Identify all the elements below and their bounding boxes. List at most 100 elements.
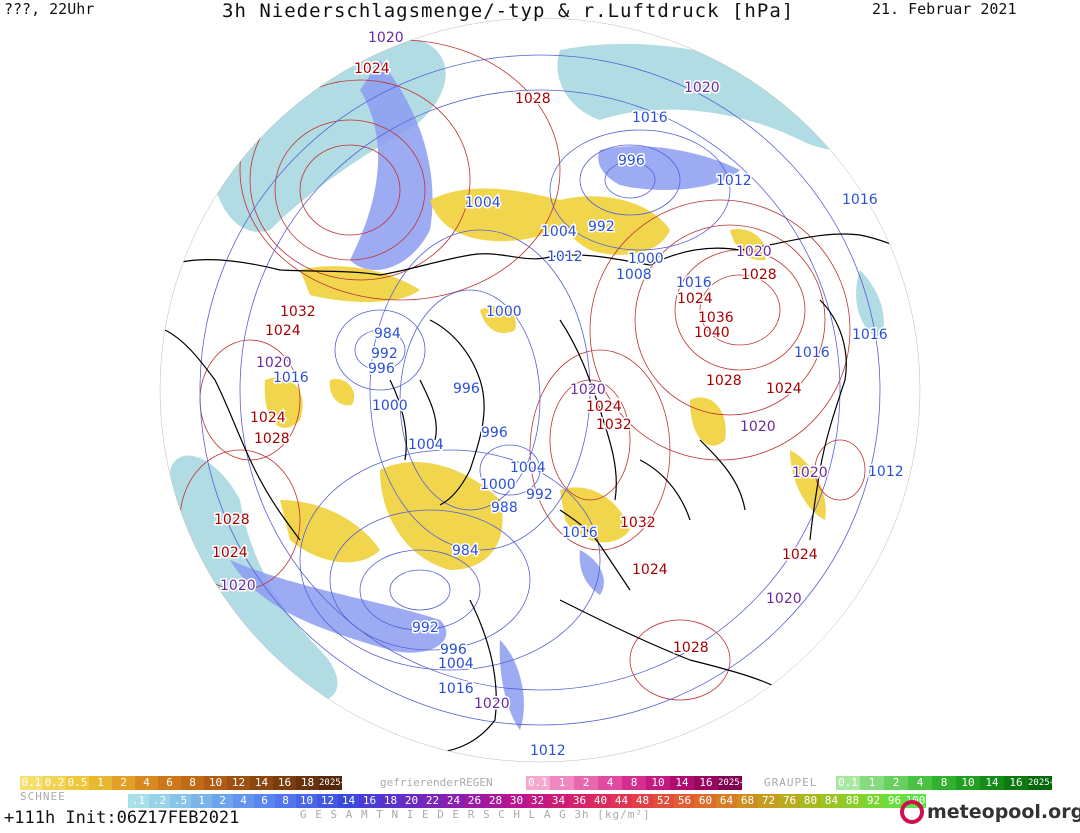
scale-swatch: 44 xyxy=(611,794,632,808)
scale-swatch: 8 xyxy=(275,794,296,808)
scale-swatch: 96 xyxy=(884,794,905,808)
scale-swatch: 32 xyxy=(527,794,548,808)
scale-swatch: 2 xyxy=(574,776,598,790)
isobar-label: 996 xyxy=(453,381,480,397)
isobar-label: 988 xyxy=(491,500,518,516)
scale-swatch: 14 xyxy=(250,776,273,790)
hemisphere-disk xyxy=(160,18,920,762)
isobar-label: 1020 xyxy=(570,382,606,398)
isobar-label: 1020 xyxy=(740,419,776,435)
isobar-label: 1016 xyxy=(676,275,712,291)
forecast-init: +111h Init:06Z17FEB2021 xyxy=(4,808,240,828)
scale-swatch: 1 xyxy=(191,794,212,808)
isobar-label: 1004 xyxy=(408,437,444,453)
scale-swatch: 14 xyxy=(338,794,359,808)
scale-swatch: 2 xyxy=(112,776,135,790)
header-date: 21. Februar 2021 xyxy=(872,0,1017,18)
isobar-label: 1016 xyxy=(273,370,309,386)
scale-swatch: 18 xyxy=(296,776,319,790)
isobar-label: 1020 xyxy=(368,30,404,46)
isobar-label: 1020 xyxy=(792,465,828,481)
logo-text: meteopool.org xyxy=(927,801,1080,823)
scale-swatch: 0.1 xyxy=(526,776,550,790)
scale-swatch: .5 xyxy=(170,794,191,808)
scale-swatch: 10 xyxy=(204,776,227,790)
isobar-label: 1020 xyxy=(736,244,772,260)
scale-swatch: 16 xyxy=(694,776,718,790)
isobar-label: 1028 xyxy=(673,640,709,656)
scale-swatch: 36 xyxy=(569,794,590,808)
scale-swatch: 2 xyxy=(884,776,908,790)
isobar-label: 1020 xyxy=(256,355,292,371)
scale-swatch: 0.1 xyxy=(836,776,860,790)
isobar-label: 1000 xyxy=(480,477,516,493)
scale-swatch: 2025+ xyxy=(319,776,347,790)
isobar-label: 1024 xyxy=(782,547,818,563)
isobar-label: 1000 xyxy=(486,304,522,320)
scale-swatch: 40 xyxy=(590,794,611,808)
snow-scale: 0.1 0.2 0.5 1 2 4 6 8 10 12 14 16 18 2025+ xyxy=(20,776,347,790)
scale-swatch: 12 xyxy=(317,794,338,808)
scale-swatch: 8 xyxy=(932,776,956,790)
isobar-label: 992 xyxy=(412,620,439,636)
scale-swatch: 22 xyxy=(422,794,443,808)
isobar-label: 992 xyxy=(371,346,398,362)
isobar-label: 1016 xyxy=(852,327,888,343)
total-precip-scale: .1.2.5 1 2 4 6 8 10 12 14 16 18 20 22 24 26 28 30 32 34 36 4… xyxy=(128,794,926,808)
isobar-label: 984 xyxy=(452,543,479,559)
scale-swatch: 4 xyxy=(233,794,254,808)
total-precip-label: G E S A M T N I E D E R S C H L A G 3h [… xyxy=(300,808,651,821)
scale-swatch: 2 xyxy=(212,794,233,808)
rain-heavy-areas xyxy=(230,60,740,730)
scale-swatch: 8 xyxy=(622,776,646,790)
scale-swatch: 6 xyxy=(158,776,181,790)
isobar-label: 1024 xyxy=(677,291,713,307)
isobar-label: 1016 xyxy=(842,192,878,208)
isobar-label: 1020 xyxy=(684,80,720,96)
isobar-label: 1004 xyxy=(465,195,501,211)
isobar-label: 1028 xyxy=(741,267,777,283)
scale-swatch: 88 xyxy=(842,794,863,808)
scale-swatch: 4 xyxy=(598,776,622,790)
isobar-label: 1004 xyxy=(438,656,474,672)
scale-swatch: 1 xyxy=(550,776,574,790)
isobar-label: 996 xyxy=(618,153,645,169)
scale-swatch: 6 xyxy=(254,794,275,808)
scale-swatch: 2025+ xyxy=(718,776,746,790)
scale-swatch: 0.2 xyxy=(43,776,66,790)
isobar-label: 1016 xyxy=(562,525,598,541)
scale-swatch: 28 xyxy=(485,794,506,808)
graupel-scale: 0.1 1 2 4 8 10 14 16 2025+ xyxy=(836,776,1056,790)
scale-swatch: 16 xyxy=(1004,776,1028,790)
scale-swatch: 20 xyxy=(401,794,422,808)
isobar-label: 992 xyxy=(588,219,615,235)
isobar-label: 1012 xyxy=(530,743,566,759)
scale-swatch: .1 xyxy=(128,794,149,808)
scale-swatch: 1 xyxy=(860,776,884,790)
isobar-label: 1024 xyxy=(766,381,802,397)
isobar-label: 1020 xyxy=(766,591,802,607)
scale-swatch: 30 xyxy=(506,794,527,808)
isobar-label: 1028 xyxy=(214,512,250,528)
isobar-label: 1024 xyxy=(632,562,668,578)
isobar-label: 984 xyxy=(374,326,401,342)
scale-swatch: 4 xyxy=(908,776,932,790)
isobar-label: 1024 xyxy=(212,545,248,561)
graupel-label: GRAUPEL xyxy=(764,776,818,789)
scale-swatch: 76 xyxy=(779,794,800,808)
isobar-label: 1032 xyxy=(620,515,656,531)
scale-swatch: 84 xyxy=(821,794,842,808)
freezing-rain-label: gefrierenderREGEN xyxy=(380,776,493,789)
isobar-label: 1012 xyxy=(868,464,904,480)
logo-icon xyxy=(900,800,924,824)
scale-swatch: 80 xyxy=(800,794,821,808)
scale-swatch: 2025+ xyxy=(1028,776,1056,790)
meteopool-logo[interactable]: meteopool.org xyxy=(900,800,1080,824)
scale-swatch: 10 xyxy=(956,776,980,790)
scale-swatch: 10 xyxy=(296,794,317,808)
isobar-label: 1040 xyxy=(694,325,730,341)
disk-edge xyxy=(159,17,921,763)
snow-label: SCHNEE xyxy=(20,790,66,803)
